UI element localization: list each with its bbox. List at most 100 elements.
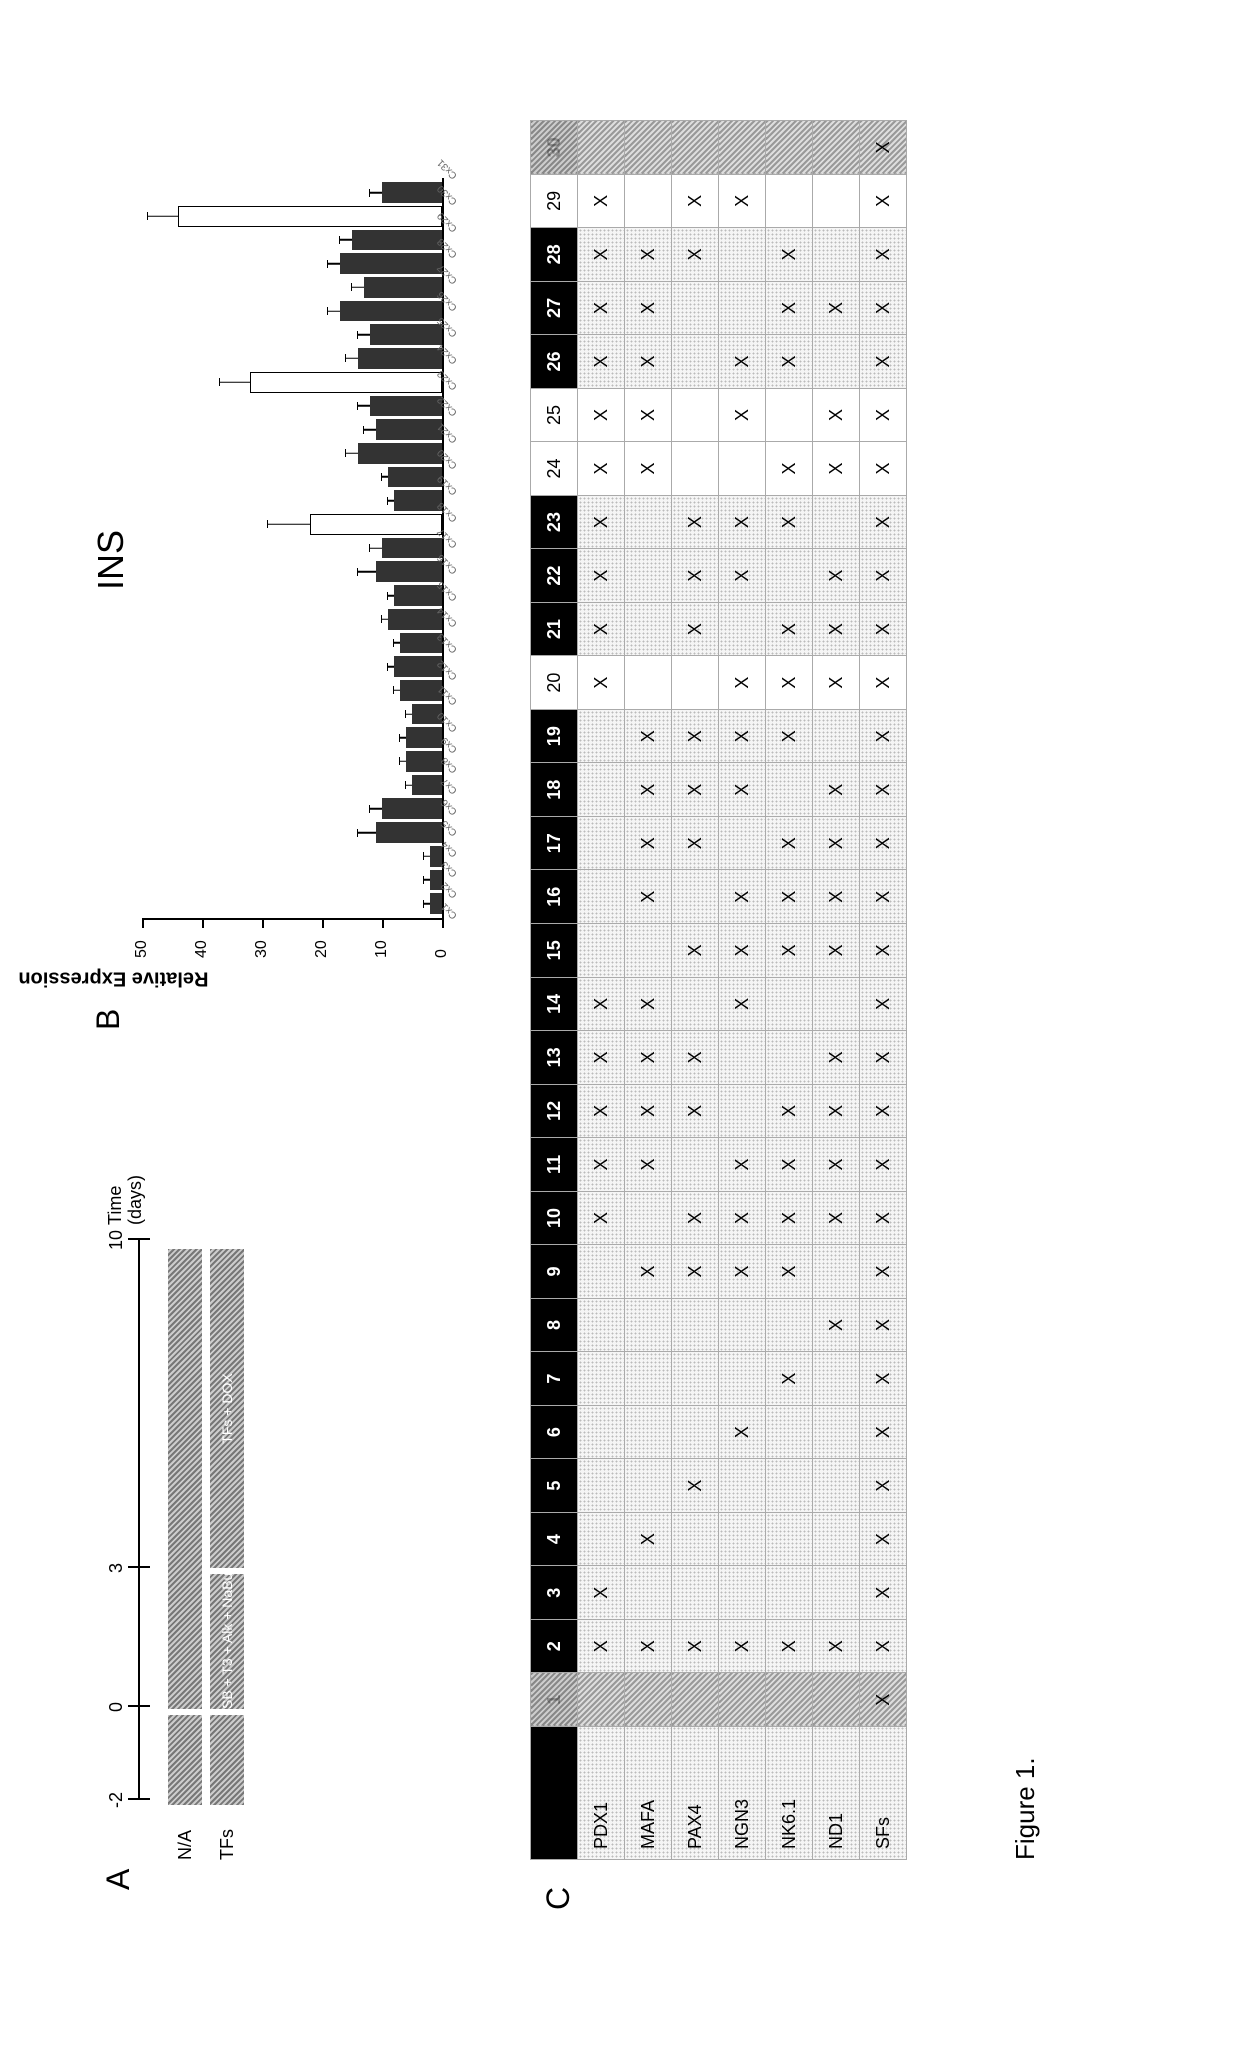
chart-bar bbox=[310, 514, 442, 535]
table-col-header: 3 bbox=[531, 1566, 578, 1620]
table-cell bbox=[578, 709, 625, 763]
protocol-bar bbox=[168, 1715, 202, 1805]
table-cell: X bbox=[672, 1084, 719, 1138]
bar-chart: Relative Expression 01020304050 Cx1Cx2Cx… bbox=[142, 178, 444, 920]
chart-bar bbox=[340, 253, 442, 274]
table-cell: X bbox=[719, 388, 766, 442]
y-tick-label: 0 bbox=[433, 949, 451, 958]
chart-bar bbox=[382, 798, 442, 819]
table-cell: X bbox=[672, 549, 719, 603]
table-col-header: 13 bbox=[531, 1031, 578, 1085]
table-cell bbox=[672, 388, 719, 442]
table-cell: X bbox=[672, 228, 719, 282]
table-cell bbox=[813, 335, 860, 389]
table-cell: X bbox=[578, 1619, 625, 1673]
chart-title: INS bbox=[90, 130, 132, 990]
chart-bar bbox=[394, 656, 442, 677]
table-cell bbox=[813, 121, 860, 175]
table-cell bbox=[766, 1512, 813, 1566]
table-cell: X bbox=[860, 1245, 907, 1299]
table-cell bbox=[672, 656, 719, 710]
table-cell: X bbox=[860, 1566, 907, 1620]
table-cell bbox=[672, 1138, 719, 1192]
table-cell: X bbox=[813, 924, 860, 978]
table-cell: X bbox=[766, 442, 813, 496]
table-cell: X bbox=[766, 870, 813, 924]
protocol-bar: TFs + DOX bbox=[210, 1249, 244, 1568]
table-cell bbox=[766, 1459, 813, 1513]
table-cell: X bbox=[719, 1138, 766, 1192]
table-cell bbox=[719, 442, 766, 496]
x-tick-label: Cx3 bbox=[439, 859, 459, 879]
table-cell bbox=[719, 1352, 766, 1406]
table-cell bbox=[719, 1459, 766, 1513]
chart-bar bbox=[376, 419, 442, 440]
table-cell: X bbox=[672, 924, 719, 978]
table-cell: X bbox=[860, 1084, 907, 1138]
table-cell bbox=[672, 442, 719, 496]
chart-bar bbox=[400, 633, 442, 654]
bars-container bbox=[142, 182, 442, 914]
y-tick bbox=[442, 918, 444, 928]
table-cell bbox=[719, 228, 766, 282]
table-cell bbox=[578, 1459, 625, 1513]
table-cell: X bbox=[813, 816, 860, 870]
table-cell bbox=[672, 1566, 719, 1620]
table-cell: X bbox=[813, 602, 860, 656]
table-cell bbox=[766, 1031, 813, 1085]
table-cell: X bbox=[860, 228, 907, 282]
timeline-tick-label: -2 bbox=[106, 1792, 127, 1808]
table-cell bbox=[625, 1352, 672, 1406]
table-cell: X bbox=[813, 763, 860, 817]
table-cell: X bbox=[578, 228, 625, 282]
table-cell: X bbox=[719, 924, 766, 978]
y-tick-label: 30 bbox=[253, 940, 271, 958]
table-cell bbox=[813, 1245, 860, 1299]
table-cell: X bbox=[625, 1031, 672, 1085]
table-cell: X bbox=[813, 1138, 860, 1192]
table-cell: X bbox=[719, 495, 766, 549]
chart-bar bbox=[178, 206, 442, 227]
table-cell: X bbox=[625, 870, 672, 924]
table-cell bbox=[766, 174, 813, 228]
panel-c-label: C bbox=[540, 1887, 577, 1910]
table-cell: X bbox=[860, 709, 907, 763]
table-cell bbox=[578, 121, 625, 175]
table-cell: X bbox=[813, 870, 860, 924]
table-col-header: 18 bbox=[531, 763, 578, 817]
table-cell: X bbox=[813, 1619, 860, 1673]
table-col-header: 7 bbox=[531, 1352, 578, 1406]
table-cell: X bbox=[625, 281, 672, 335]
table-cell: X bbox=[719, 549, 766, 603]
chart-bar bbox=[406, 751, 442, 772]
table-col-header: 5 bbox=[531, 1459, 578, 1513]
table-row-header: SFs bbox=[860, 1727, 907, 1860]
table-cell bbox=[719, 1566, 766, 1620]
table-cell bbox=[813, 174, 860, 228]
table-cell: X bbox=[860, 388, 907, 442]
chart-bar bbox=[370, 396, 442, 417]
y-tick-label: 40 bbox=[193, 940, 211, 958]
chart-bar bbox=[394, 585, 442, 606]
table-cell bbox=[625, 1673, 672, 1727]
table-cell bbox=[625, 924, 672, 978]
timeline-tick bbox=[128, 1798, 150, 1800]
table-cell bbox=[719, 816, 766, 870]
table-cell: X bbox=[672, 816, 719, 870]
table-cell: X bbox=[860, 281, 907, 335]
table-cell bbox=[766, 121, 813, 175]
table-cell bbox=[813, 1673, 860, 1727]
table-col-header: 9 bbox=[531, 1245, 578, 1299]
protocol-row: TFsSB + T3 + Alk + NaBuTFs + DOX bbox=[210, 1160, 244, 1860]
chart-bar bbox=[250, 372, 442, 393]
protocol-bar bbox=[210, 1715, 244, 1805]
y-axis-label: Relative Expression bbox=[18, 967, 208, 990]
table-cell bbox=[625, 549, 672, 603]
table-cell: X bbox=[625, 335, 672, 389]
table-cell bbox=[719, 1298, 766, 1352]
table-cell bbox=[672, 1352, 719, 1406]
table-cell: X bbox=[625, 228, 672, 282]
table-cell bbox=[813, 228, 860, 282]
table-cell bbox=[625, 1566, 672, 1620]
table-cell bbox=[625, 602, 672, 656]
